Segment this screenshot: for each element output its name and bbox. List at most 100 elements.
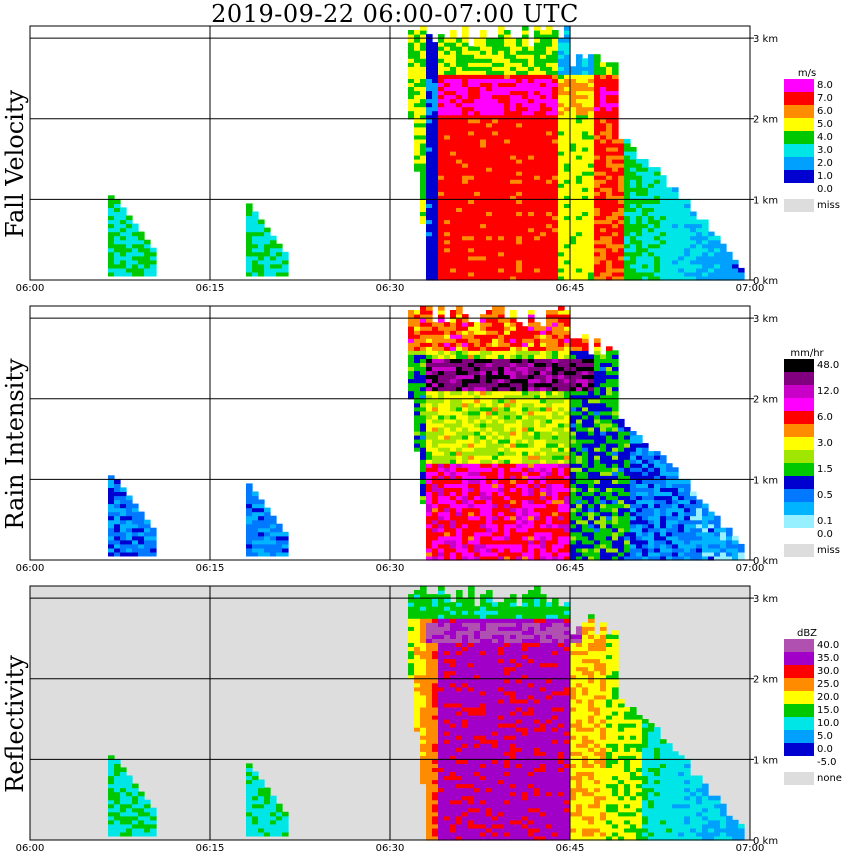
heatmap-cell — [690, 211, 697, 217]
heatmap-cell — [456, 318, 463, 323]
heatmap-cell — [612, 276, 619, 281]
heatmap-cell — [576, 366, 583, 372]
heatmap-cell — [120, 519, 127, 525]
heatmap-cell — [492, 191, 499, 196]
heatmap-cell — [468, 479, 475, 484]
heatmap-cell — [444, 163, 451, 168]
heatmap-cell — [552, 142, 559, 148]
heatmap-cell — [612, 556, 619, 561]
heatmap-cell — [480, 74, 487, 79]
heatmap-cell — [522, 90, 529, 96]
heatmap-cell — [480, 342, 487, 347]
heatmap-cell — [414, 326, 421, 331]
heatmap-cell — [426, 535, 433, 541]
heatmap-cell — [468, 191, 475, 196]
heatmap-cell — [654, 259, 661, 265]
heatmap-cell — [426, 455, 433, 460]
heatmap-cell — [432, 406, 439, 412]
heatmap-cell — [504, 54, 511, 59]
heatmap-cell — [420, 443, 427, 448]
heatmap-cell — [132, 255, 139, 261]
heatmap-cell — [546, 78, 553, 83]
heatmap-cell — [492, 151, 499, 156]
heatmap-cell — [600, 74, 607, 79]
heatmap-cell — [582, 171, 589, 176]
heatmap-cell — [450, 50, 457, 55]
heatmap-cell — [618, 163, 625, 168]
heatmap-cell — [282, 267, 289, 273]
heatmap-cell — [606, 114, 613, 120]
heatmap-cell — [246, 523, 253, 529]
heatmap-cell — [522, 106, 529, 112]
heatmap-cell — [648, 207, 655, 212]
heatmap-cell — [570, 90, 577, 96]
heatmap-cell — [426, 187, 433, 192]
heatmap-cell — [546, 203, 553, 208]
heatmap-cell — [456, 134, 463, 140]
heatmap-cell — [492, 382, 499, 388]
heatmap-cell — [444, 223, 451, 229]
heatmap-cell — [456, 42, 463, 47]
heatmap-cell — [630, 471, 637, 476]
heatmap-cell — [552, 247, 559, 253]
heatmap-cell — [486, 503, 493, 509]
heatmap-cell — [414, 94, 421, 100]
heatmap-cell — [522, 511, 529, 517]
heatmap-cell — [426, 110, 433, 116]
heatmap-cell — [456, 251, 463, 257]
heatmap-cell — [426, 179, 433, 184]
heatmap-cell — [432, 543, 439, 549]
heatmap-cell — [444, 38, 451, 43]
heatmap-cell — [246, 203, 253, 208]
heatmap-cell — [564, 34, 571, 39]
heatmap-cell — [270, 519, 277, 525]
heatmap-cell — [564, 134, 571, 140]
heatmap-cell — [600, 475, 607, 480]
heatmap-cell — [456, 519, 463, 525]
heatmap-cell — [564, 58, 571, 63]
heatmap-cell — [546, 271, 553, 277]
heatmap-cell — [624, 523, 631, 529]
heatmap-cell — [684, 263, 691, 269]
heatmap-cell — [432, 179, 439, 184]
heatmap-cell — [252, 239, 259, 245]
heatmap-cell — [444, 122, 451, 128]
heatmap-cell — [444, 414, 451, 420]
heatmap-cell — [564, 427, 571, 432]
heatmap-cell — [420, 366, 427, 372]
heatmap-cell — [450, 443, 457, 448]
heatmap-cell — [408, 350, 415, 355]
heatmap-cell — [414, 418, 421, 424]
heatmap-cell — [576, 62, 583, 67]
heatmap-cell — [468, 362, 475, 367]
heatmap-cell — [618, 227, 625, 233]
heatmap-cell — [492, 394, 499, 400]
heatmap-cell — [624, 539, 631, 545]
heatmap-cell — [114, 263, 121, 269]
heatmap-cell — [606, 350, 613, 355]
heatmap-cell — [510, 402, 517, 408]
heatmap-cell — [552, 386, 559, 392]
heatmap-cell — [258, 547, 265, 553]
heatmap-cell — [660, 259, 667, 265]
heatmap-cell — [612, 66, 619, 71]
heatmap-cell — [546, 531, 553, 537]
heatmap-cell — [144, 551, 151, 557]
heatmap-cell — [408, 338, 415, 343]
heatmap-cell — [552, 179, 559, 184]
heatmap-cell — [246, 527, 253, 533]
heatmap-cell — [564, 491, 571, 497]
heatmap-cell — [570, 422, 577, 428]
heatmap-cell — [522, 556, 529, 561]
heatmap-cell — [426, 495, 433, 501]
heatmap-cell — [516, 151, 523, 156]
heatmap-cell — [426, 130, 433, 136]
heatmap-cell — [510, 358, 517, 363]
heatmap-cell — [504, 422, 511, 428]
heatmap-cell — [624, 239, 631, 245]
heatmap-cell — [642, 207, 649, 212]
heatmap-cell — [462, 314, 469, 319]
heatmap-cell — [522, 211, 529, 217]
heatmap-cell — [552, 219, 559, 225]
heatmap-cell — [654, 199, 661, 204]
